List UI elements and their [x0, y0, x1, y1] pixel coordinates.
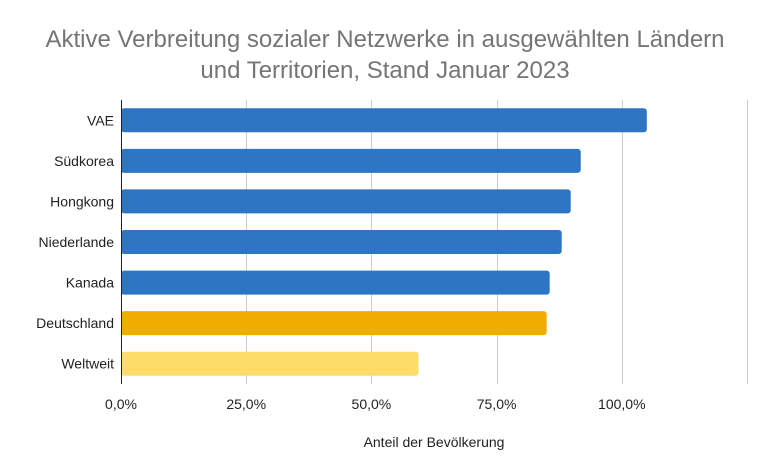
chart-title-line-2: und Territorien, Stand Januar 2023 — [200, 57, 570, 84]
bars — [121, 108, 647, 376]
x-tick-label: 0,0% — [105, 396, 137, 412]
bar-kanada — [121, 270, 550, 295]
x-tick-label: 100,0% — [598, 396, 645, 412]
x-tick-label: 25,0% — [226, 396, 266, 412]
chart-title-line-1: Aktive Verbreitung sozialer Netzwerke in… — [45, 26, 725, 53]
bar-deutschland — [121, 311, 547, 336]
chart-title: Aktive Verbreitung sozialer Netzwerke in… — [0, 24, 770, 86]
x-axis-title: Anteil der Bevölkerung — [364, 434, 505, 450]
category-label: VAE — [87, 112, 114, 128]
x-tick-label: 75,0% — [477, 396, 517, 412]
category-label: Niederlande — [39, 234, 115, 250]
bar-vae — [121, 108, 647, 133]
category-label: Weltweit — [61, 356, 114, 372]
bar-niederlande — [121, 230, 562, 254]
x-tick-label: 50,0% — [352, 396, 392, 412]
category-label: Hongkong — [50, 193, 114, 209]
category-labels: VAE Südkorea Hongkong Niederlande Kanada Deut… — [36, 112, 114, 371]
x-tick-labels: 0,0% 25,0% 50,0% 75,0% 100,0% — [105, 396, 646, 412]
bar-weltweit — [121, 351, 419, 376]
bar-hongkong — [121, 189, 571, 214]
bar-südkorea — [121, 148, 581, 173]
category-label: Kanada — [66, 275, 114, 291]
category-label: Deutschland — [36, 315, 114, 331]
category-label: Südkorea — [54, 153, 114, 169]
